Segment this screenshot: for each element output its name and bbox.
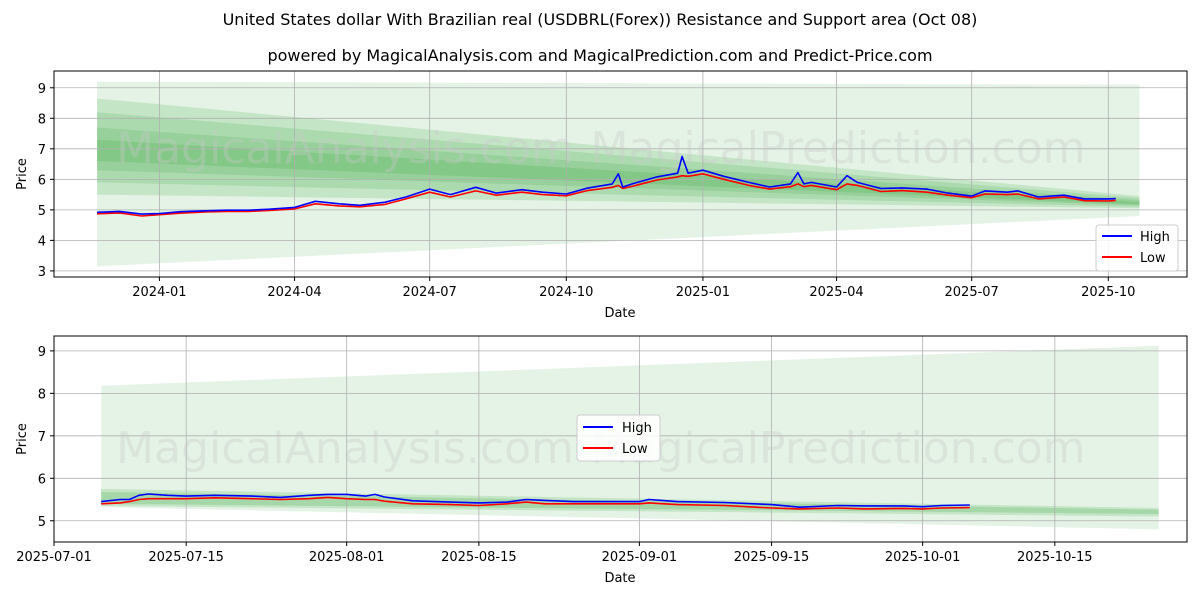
y-tick-label: 3: [38, 265, 46, 280]
band-3: [97, 127, 1140, 206]
x-tick-label: 2025-09-01: [602, 550, 678, 565]
x-tick: 2025-10-15: [1017, 542, 1093, 565]
x-tick: 2024-07: [403, 277, 457, 300]
series-line-low: [97, 173, 1116, 217]
y-tick: 6: [38, 173, 54, 188]
x-tick: 2025-07-15: [148, 542, 224, 565]
x-tick: 2024-01: [132, 277, 187, 300]
watermark-text: MagicalPrediction.com: [591, 423, 1086, 474]
y-tick: 5: [38, 515, 54, 530]
y-tick-label: 7: [38, 143, 46, 158]
y-tick-label: 5: [38, 204, 46, 219]
x-tick: 2025-01: [676, 277, 730, 300]
x-tick: 2025-09-15: [734, 542, 810, 565]
x-tick: 2025-08-15: [441, 542, 517, 565]
x-tick: 2025-07: [945, 277, 999, 300]
y-tick-label: 7: [38, 430, 46, 445]
x-tick-label: 2024-01: [132, 285, 186, 300]
series-line-high: [101, 493, 970, 508]
y-tick: 8: [38, 112, 54, 127]
x-axis: 2024-01 2024-04 2024-07 2024-10 2025-01 2025-…: [132, 277, 1135, 300]
legend-label-low: Low: [1140, 251, 1166, 266]
y-tick: 7: [38, 430, 54, 445]
x-tick-label: 2024-07: [403, 285, 457, 300]
y-tick: 6: [38, 472, 54, 487]
x-tick-label: 2025-07-01: [16, 550, 92, 565]
x-tick: 2025-09-01: [602, 542, 678, 565]
chart-subtitle: powered by MagicalAnalysis.com and Magic…: [267, 46, 933, 65]
x-tick-label: 2024-04: [267, 285, 321, 300]
legend-label-low: Low: [622, 442, 648, 457]
watermark: MagicalAnalysis.com MagicalPrediction.co…: [116, 423, 1085, 474]
legend: High Low: [576, 414, 661, 462]
x-tick-label: 2025-09-15: [734, 550, 810, 565]
legend: High Low: [1095, 224, 1179, 272]
x-tick: 2025-10: [1081, 277, 1135, 300]
x-tick: 2025-04: [809, 277, 864, 300]
x-tick-label: 2025-10: [1081, 285, 1135, 300]
y-tick-label: 8: [38, 112, 46, 127]
y-tick: 4: [38, 234, 54, 249]
y-tick: 8: [38, 387, 54, 402]
watermark: MagicalAnalysis.com MagicalPrediction.co…: [116, 123, 1085, 174]
x-tick-label: 2025-10-15: [1017, 550, 1093, 565]
x-axis-label: Date: [604, 571, 635, 586]
y-tick-label: 6: [38, 472, 46, 487]
y-axis-label: Price: [15, 423, 30, 455]
x-tick-label: 2025-01: [676, 285, 730, 300]
x-tick: 2025-10-01: [885, 542, 961, 565]
x-tick-label: 2024-10: [539, 285, 593, 300]
x-axis-label: Date: [604, 306, 635, 321]
plot-area: [54, 71, 1187, 277]
y-tick: 9: [38, 82, 54, 97]
series-line-low: [101, 496, 970, 510]
legend-label-high: High: [622, 421, 652, 436]
chart-title: United States dollar With Brazilian real…: [222, 10, 978, 29]
band-2: [97, 112, 1140, 207]
x-tick-label: 2025-08-01: [309, 550, 385, 565]
watermark-text: MagicalPrediction.com: [591, 123, 1086, 174]
watermark-text: MagicalAnalysis.com: [116, 423, 574, 474]
y-tick-label: 9: [38, 345, 46, 360]
price-lines: [97, 155, 1116, 217]
y-tick-label: 6: [38, 173, 46, 188]
series-line-high: [97, 155, 1116, 215]
y-tick-label: 4: [38, 234, 46, 249]
x-tick: 2024-10: [539, 277, 593, 300]
y-tick-label: 5: [38, 515, 46, 530]
y-axis: 3 4 5 6 7 8 9: [38, 82, 54, 280]
y-tick: 3: [38, 265, 54, 280]
x-tick: 2025-08-01: [309, 542, 385, 565]
plot-frame: [53, 335, 1188, 543]
y-tick-label: 8: [38, 387, 46, 402]
y-tick: 9: [38, 345, 54, 360]
y-tick: 5: [38, 204, 54, 219]
legend-label-high: High: [1140, 230, 1170, 245]
watermark-text: MagicalAnalysis.com: [116, 123, 574, 174]
y-axis: 5 6 7 8 9: [38, 345, 54, 530]
y-tick: 7: [38, 143, 54, 158]
x-tick-label: 2025-10-01: [885, 550, 961, 565]
x-axis: 2025-07-01 2025-07-15 2025-08-01 2025-08-15…: [16, 542, 1093, 565]
x-tick-label: 2025-07: [945, 285, 999, 300]
x-tick: 2024-04: [267, 277, 322, 300]
y-axis-label: Price: [15, 158, 30, 190]
x-tick: 2025-07-01: [16, 542, 92, 565]
y-tick-label: 9: [38, 82, 46, 97]
x-tick-label: 2025-04: [809, 285, 863, 300]
band-1: [97, 98, 1140, 209]
x-tick-label: 2025-08-15: [441, 550, 517, 565]
price-lines: [101, 493, 970, 510]
plot-frame: [53, 70, 1188, 278]
x-tick-label: 2025-07-15: [148, 550, 224, 565]
